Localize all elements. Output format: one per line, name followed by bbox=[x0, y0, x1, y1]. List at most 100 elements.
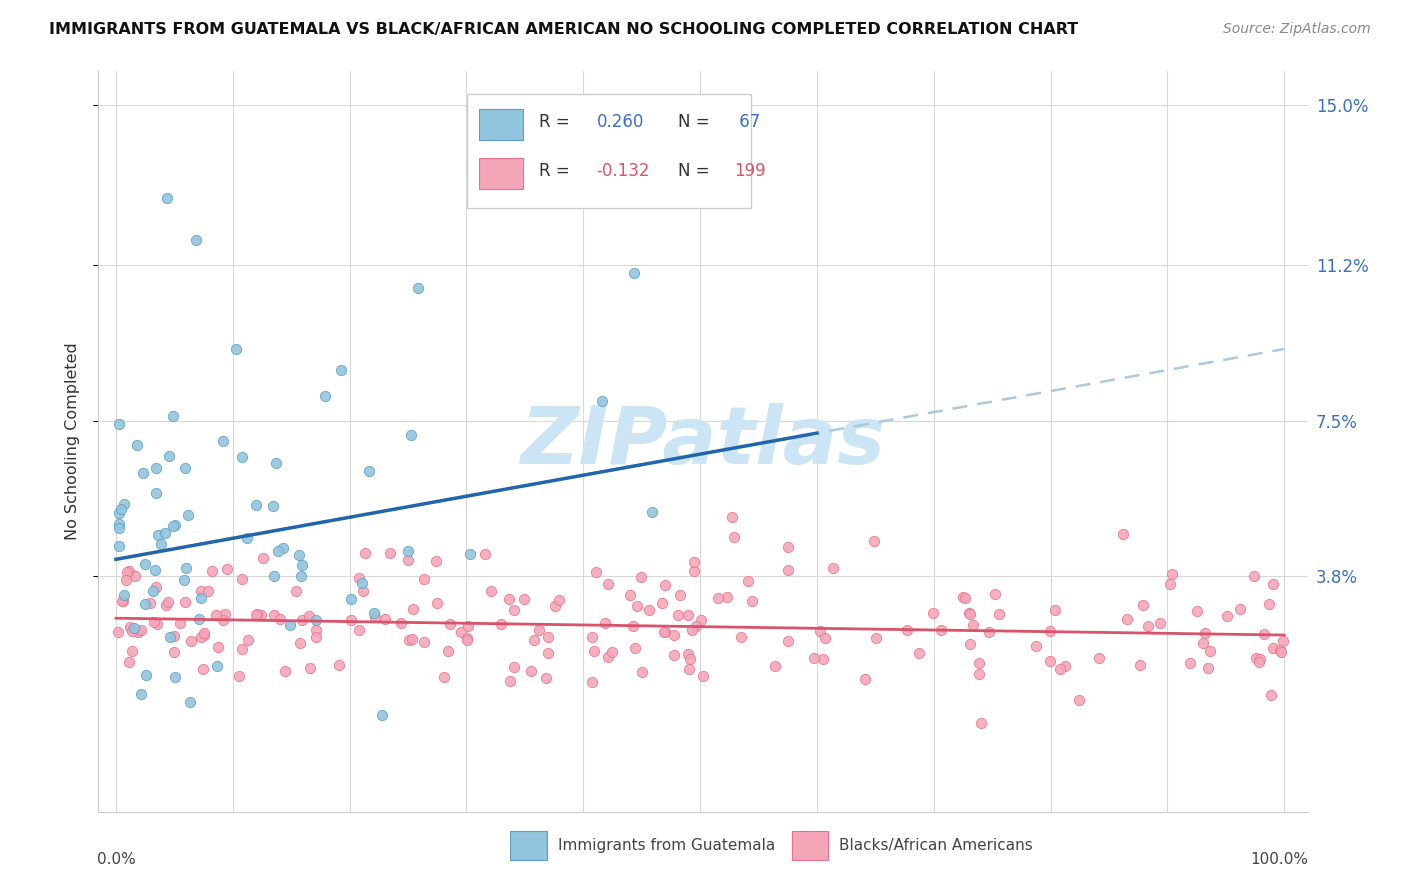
Point bbox=[1243, 569, 1265, 583]
Point bbox=[425, 554, 447, 568]
FancyBboxPatch shape bbox=[479, 109, 523, 140]
Point bbox=[363, 606, 385, 620]
Text: IMMIGRANTS FROM GUATEMALA VS BLACK/AFRICAN AMERICAN NO SCHOOLING COMPLETED CORRE: IMMIGRANTS FROM GUATEMALA VS BLACK/AFRIC… bbox=[49, 22, 1078, 37]
Point bbox=[215, 562, 238, 576]
Point bbox=[865, 631, 887, 645]
Point bbox=[630, 570, 652, 584]
Point bbox=[129, 687, 152, 701]
Point bbox=[174, 560, 197, 574]
Point bbox=[666, 608, 689, 623]
Point bbox=[456, 633, 478, 648]
Point bbox=[548, 592, 571, 607]
Point bbox=[179, 695, 201, 709]
Text: Immigrants from Guatemala: Immigrants from Guatemala bbox=[558, 838, 776, 853]
Point bbox=[150, 536, 173, 550]
Point bbox=[146, 617, 169, 632]
FancyBboxPatch shape bbox=[792, 831, 828, 860]
Point bbox=[707, 591, 730, 605]
Point bbox=[110, 502, 132, 516]
Point bbox=[287, 548, 309, 562]
Point bbox=[654, 577, 676, 591]
Text: ZIPatlas: ZIPatlas bbox=[520, 402, 886, 481]
Point bbox=[236, 531, 259, 545]
Text: 199: 199 bbox=[734, 162, 766, 180]
Point bbox=[988, 607, 1011, 621]
Point bbox=[1268, 642, 1291, 657]
Point bbox=[191, 662, 214, 676]
Point bbox=[155, 598, 177, 612]
Point bbox=[458, 547, 481, 561]
Point bbox=[211, 434, 233, 448]
Point bbox=[692, 669, 714, 683]
Point bbox=[503, 659, 526, 673]
Point bbox=[716, 590, 738, 604]
Text: 0.0%: 0.0% bbox=[97, 853, 136, 867]
Point bbox=[479, 584, 502, 599]
Point bbox=[231, 642, 253, 657]
Point bbox=[1258, 597, 1281, 611]
Point bbox=[162, 518, 184, 533]
Point bbox=[683, 555, 706, 569]
FancyBboxPatch shape bbox=[479, 158, 523, 189]
Point bbox=[984, 587, 1007, 601]
Point bbox=[678, 662, 700, 676]
Point bbox=[1088, 650, 1111, 665]
Point bbox=[1112, 527, 1135, 541]
Point bbox=[112, 588, 135, 602]
Point bbox=[1199, 644, 1222, 658]
Point bbox=[228, 669, 250, 683]
Point bbox=[437, 644, 460, 658]
Point bbox=[264, 457, 287, 471]
Point bbox=[121, 643, 143, 657]
Point bbox=[863, 534, 886, 549]
Point bbox=[456, 631, 478, 645]
Point bbox=[763, 659, 786, 673]
Point bbox=[190, 591, 212, 605]
Point bbox=[176, 508, 198, 523]
Point bbox=[402, 602, 425, 616]
Point bbox=[499, 674, 522, 689]
Point bbox=[1191, 635, 1213, 649]
Point bbox=[305, 631, 328, 645]
Point bbox=[305, 623, 328, 637]
Point bbox=[205, 658, 228, 673]
Point bbox=[544, 599, 567, 614]
Point bbox=[121, 624, 143, 639]
Point bbox=[720, 510, 742, 524]
Point bbox=[188, 612, 211, 626]
Point bbox=[193, 626, 215, 640]
Point bbox=[111, 594, 134, 608]
Point bbox=[174, 595, 197, 609]
Point bbox=[1161, 567, 1184, 582]
Point bbox=[352, 584, 374, 599]
Point bbox=[108, 417, 131, 431]
Point bbox=[433, 669, 456, 683]
Point bbox=[153, 525, 176, 540]
Point bbox=[108, 517, 131, 532]
Point bbox=[1270, 645, 1292, 659]
Point bbox=[214, 607, 236, 621]
Point bbox=[520, 665, 543, 679]
Point bbox=[959, 637, 981, 651]
Point bbox=[284, 583, 307, 598]
Text: 67: 67 bbox=[734, 112, 761, 131]
Point bbox=[406, 280, 429, 294]
Point bbox=[623, 266, 645, 280]
Point bbox=[114, 574, 136, 588]
Point bbox=[1197, 661, 1219, 675]
Point bbox=[357, 464, 380, 478]
Point bbox=[267, 544, 290, 558]
Point bbox=[1039, 655, 1062, 669]
Point bbox=[970, 716, 993, 731]
Point bbox=[581, 631, 603, 645]
Point bbox=[328, 658, 350, 673]
Point bbox=[581, 674, 603, 689]
Text: 100.0%: 100.0% bbox=[1251, 853, 1309, 867]
Point bbox=[231, 450, 253, 464]
Point bbox=[143, 562, 166, 576]
Point bbox=[263, 568, 285, 582]
Point bbox=[811, 652, 834, 666]
Point bbox=[163, 518, 186, 533]
Point bbox=[640, 505, 662, 519]
Point bbox=[159, 631, 181, 645]
